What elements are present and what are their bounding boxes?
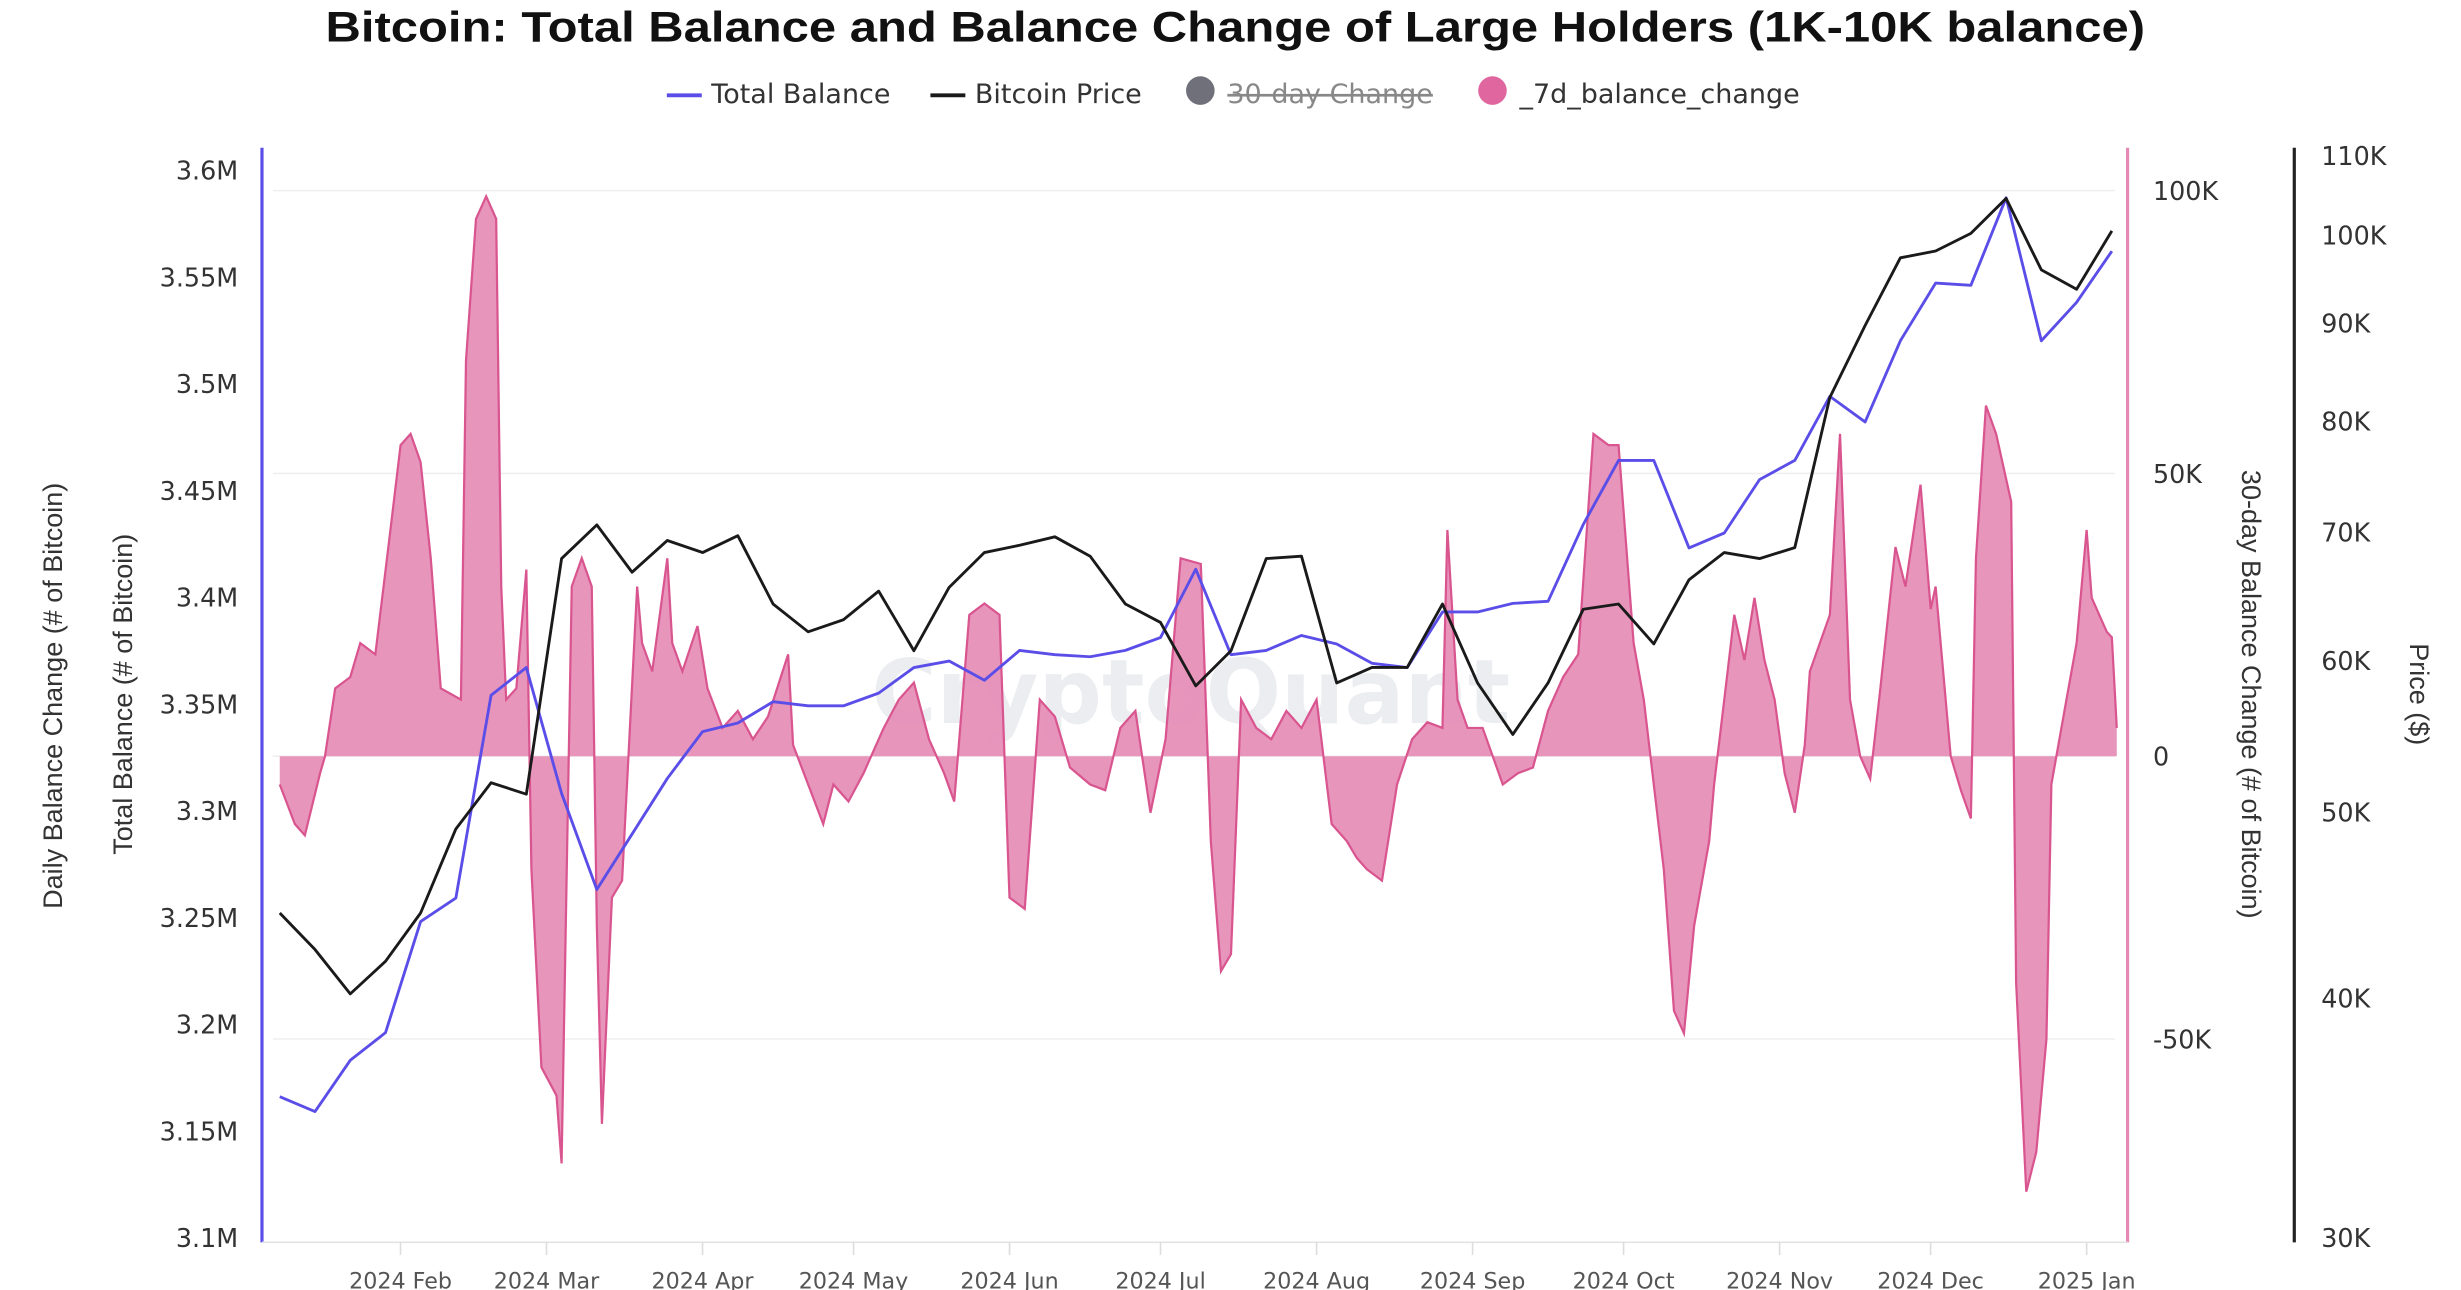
left-tick-label: 3.3M: [176, 796, 238, 826]
legend-label: Total Balance: [710, 79, 890, 110]
legend-item-30-day-change[interactable]: 30-day Change: [1186, 76, 1433, 110]
left-tick-label: 3.5M: [176, 369, 238, 399]
left-tick-label: 3.35M: [160, 689, 238, 719]
price-tick-label: 50K: [2321, 798, 2371, 828]
price-tick-label: 110K: [2321, 141, 2387, 171]
left-tick-label: 3.1M: [176, 1223, 238, 1253]
x-tick-label: 2024 May: [799, 1268, 909, 1290]
change-tick-label: 100K: [2153, 176, 2219, 206]
x-tick-label: 2024 Jun: [960, 1268, 1058, 1290]
left-tick-label: 3.15M: [160, 1116, 238, 1146]
outer-left-axis-title: Daily Balance Change (# of Bitcoin): [38, 483, 68, 909]
change-tick-label: 50K: [2153, 459, 2203, 489]
legend-item-bitcoin-price[interactable]: Bitcoin Price: [930, 79, 1142, 110]
legend-label: Bitcoin Price: [975, 79, 1142, 110]
series-line-7d-balance-change: [278, 193, 2118, 1192]
left-tick-label: 3.45M: [160, 476, 238, 506]
left-tick-label: 3.25M: [160, 903, 238, 933]
price-tick-label: 40K: [2321, 984, 2371, 1014]
x-tick-label: 2025 Jan: [2038, 1268, 2136, 1290]
x-tick-label: 2024 Nov: [1726, 1268, 1833, 1290]
left-tick-label: 3.55M: [160, 262, 238, 292]
change-tick-label: -50K: [2153, 1025, 2212, 1055]
x-tick-label: 2024 Oct: [1573, 1268, 1675, 1290]
x-tick-label: 2024 Aug: [1263, 1268, 1370, 1290]
legend-circle-icon: [1186, 76, 1215, 105]
x-tick-label: 2024 Jul: [1115, 1268, 1205, 1290]
legend-label: _7d_balance_change: [1518, 79, 1799, 110]
legend-item-7d-balance-change[interactable]: _7d_balance_change: [1478, 76, 1800, 110]
x-tick-label: 2024 Feb: [349, 1268, 452, 1290]
legend-item-total-balance[interactable]: Total Balance: [666, 79, 891, 110]
x-tick-label: 2024 Mar: [494, 1268, 600, 1290]
legend-circle-icon: [1478, 76, 1507, 105]
left-tick-label: 3.4M: [176, 583, 238, 613]
price-axis-title: Price ($): [2404, 643, 2434, 745]
series-line-total-balance: [279, 196, 2114, 1114]
change-axis-title: 30-day Balance Change (# of Bitcoin): [2236, 470, 2266, 919]
price-tick-label: 30K: [2321, 1223, 2371, 1253]
x-tick-label: 2024 Sep: [1420, 1268, 1525, 1290]
change-tick-label: 0: [2153, 742, 2169, 772]
legend-label: 30-day Change: [1227, 79, 1433, 110]
series-line-bitcoin-price: [278, 196, 2114, 996]
axis-ticks: 100K 50K 0 -50K 3.6M 3.55M 3.5M 3.45M 3.4M 3.35M 3…: [160, 141, 2388, 1290]
price-tick-label: 70K: [2321, 518, 2371, 548]
left-tick-label: 3.6M: [176, 156, 238, 186]
legend: Total Balance Bitcoin Price 30-day Chang…: [666, 76, 1800, 110]
series-area-7d-balance-change: [279, 196, 2117, 1192]
left-axis-title: Total Balance (# of Bitcoin): [108, 534, 138, 855]
price-tick-label: 100K: [2321, 221, 2387, 251]
plot-area: [278, 193, 2118, 1192]
x-tick-label: 2024 Apr: [652, 1268, 755, 1290]
price-tick-label: 90K: [2321, 308, 2371, 338]
price-tick-label: 60K: [2321, 646, 2371, 676]
price-tick-label: 80K: [2321, 406, 2371, 436]
chart-title: Bitcoin: Total Balance and Balance Chang…: [325, 3, 2145, 51]
x-tick-label: 2024 Dec: [1877, 1268, 1984, 1290]
left-tick-label: 3.2M: [176, 1010, 238, 1040]
